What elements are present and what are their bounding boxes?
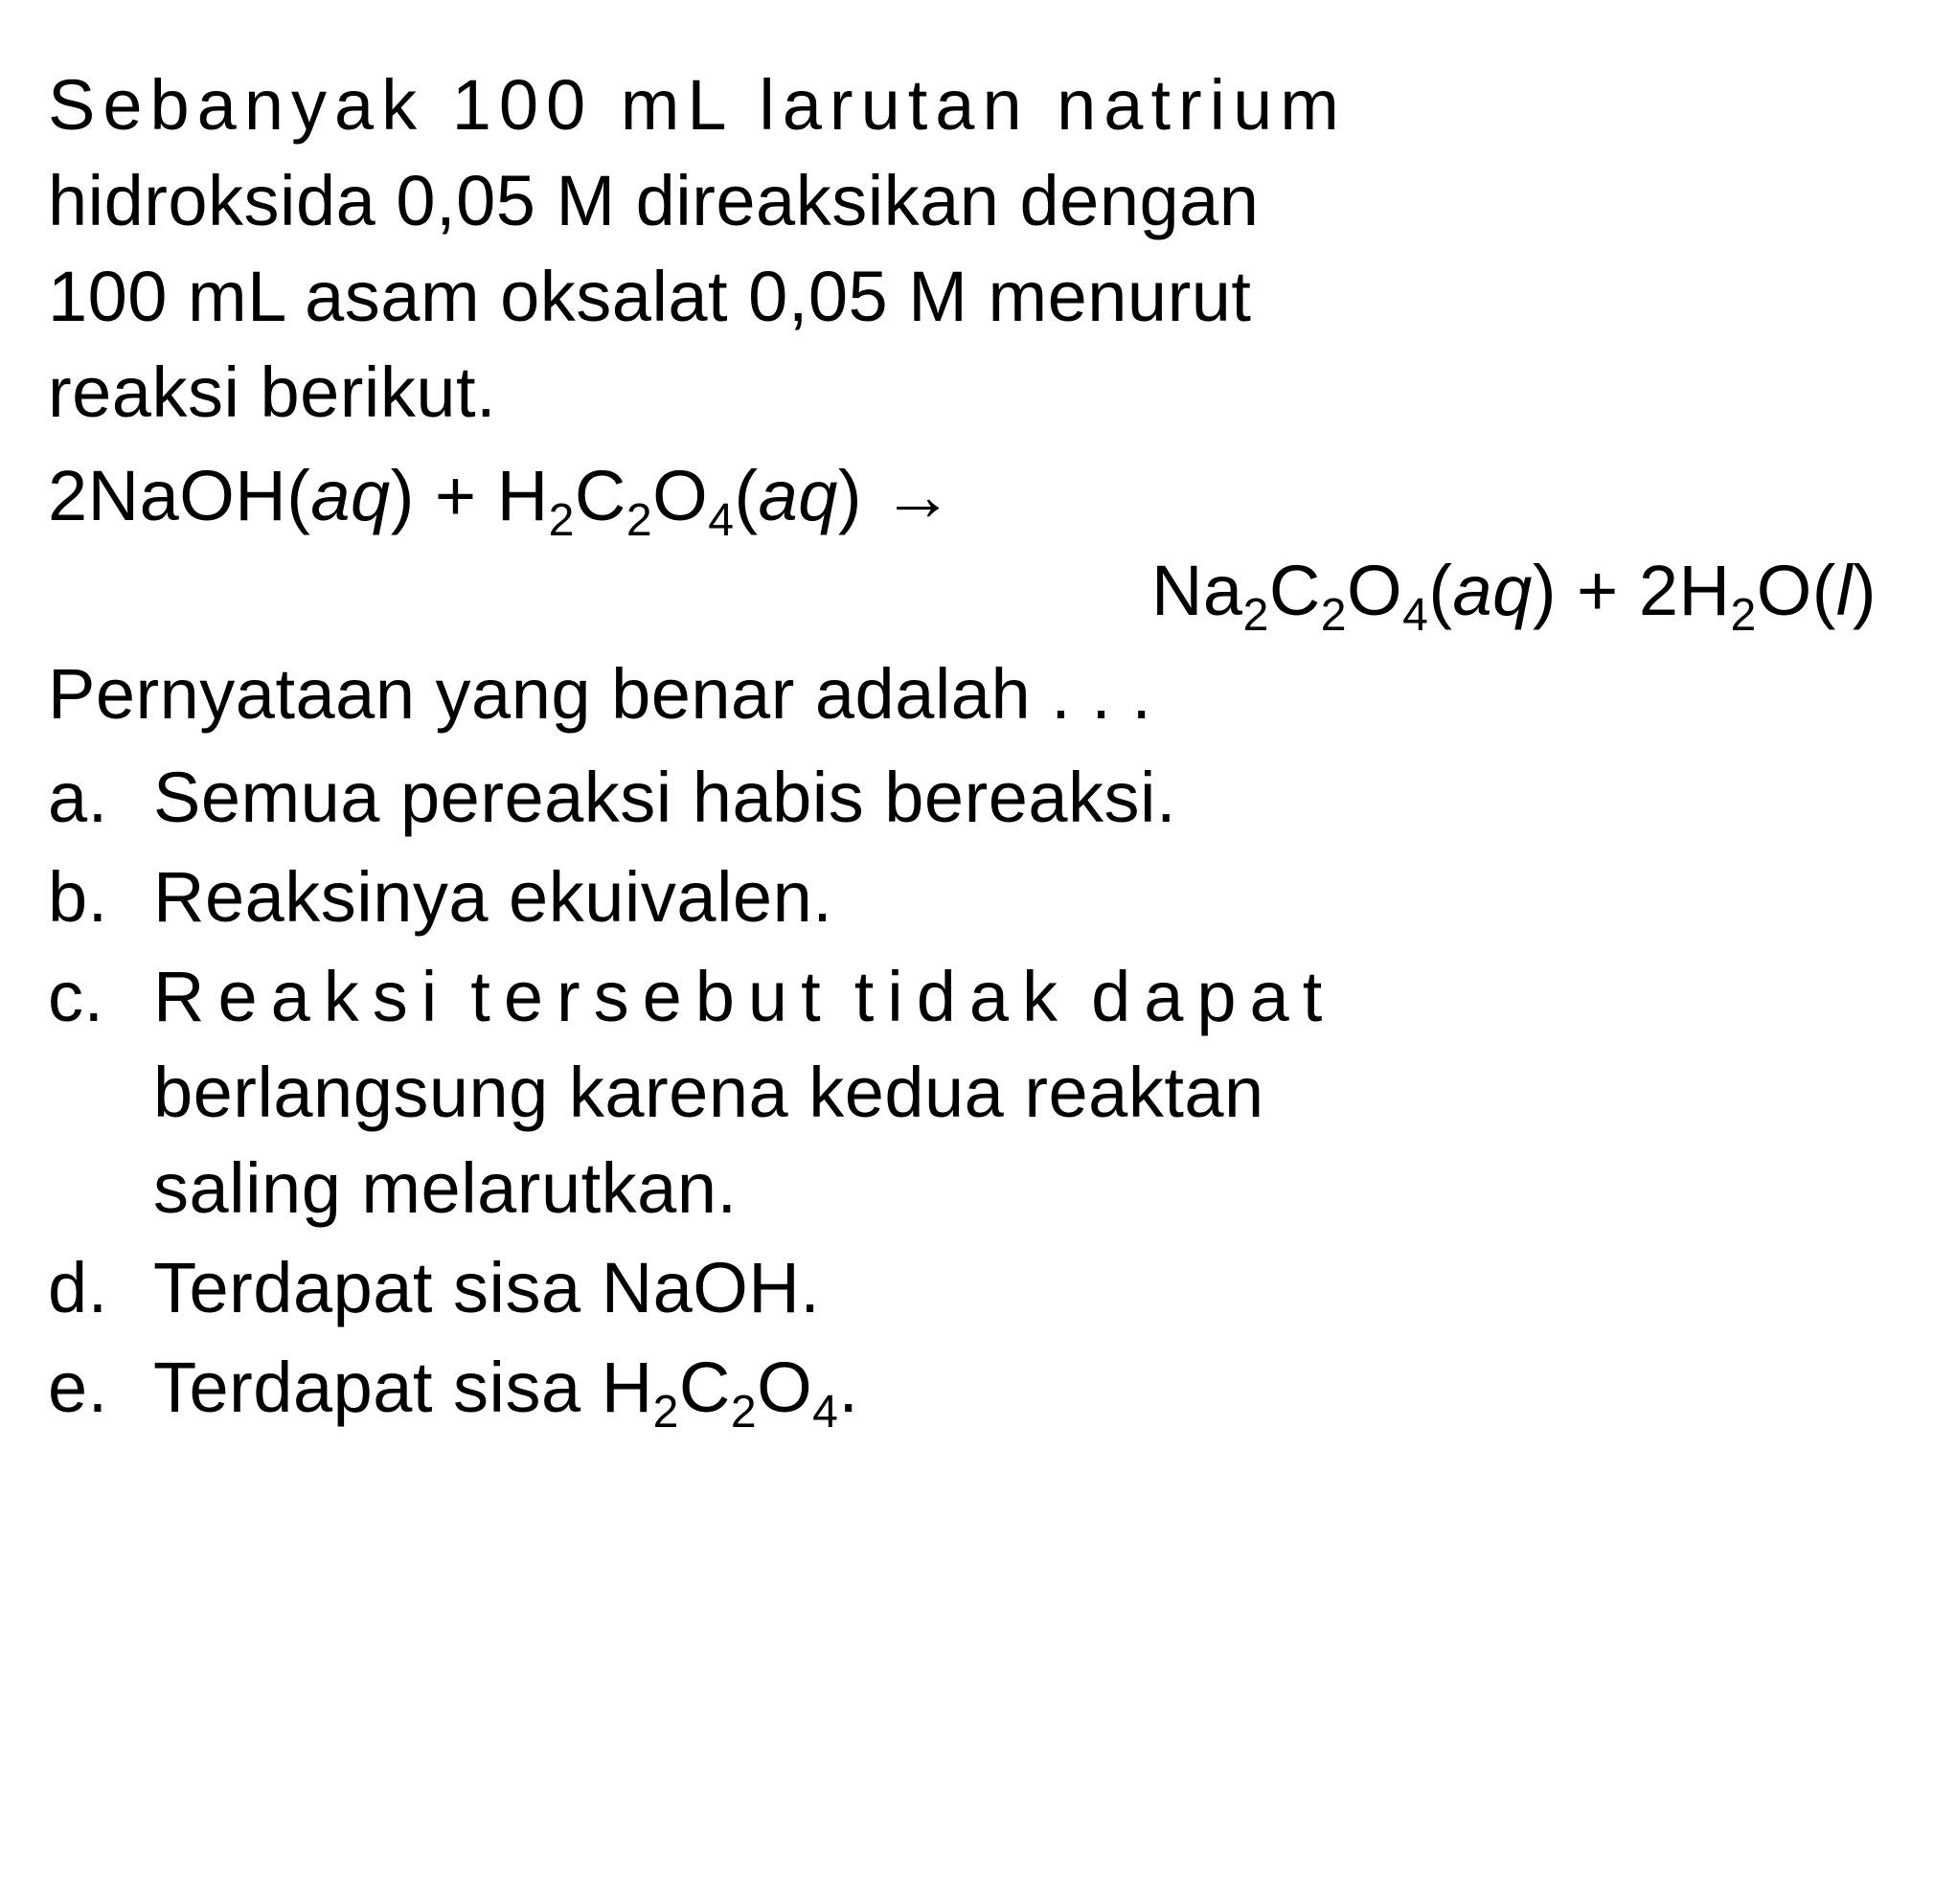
option-c: c. Reaksi tersebut tidak dapat berlangsu… [48, 949, 1886, 1236]
option-c-text: Reaksi tersebut tidak dapat berlangsung … [153, 949, 1886, 1236]
option-a-text: Semua pereaksi habis bereaksi. [153, 750, 1886, 846]
chemical-equation: 2NaOH(aq) + H2C2O4(aq) → Na2C2O4(aq) + 2… [48, 448, 1886, 640]
option-d-text: Terdapat sisa NaOH. [153, 1240, 1886, 1336]
option-e-text: Terdapat sisa H2C2O4. [153, 1340, 1886, 1436]
option-d-label: d. [48, 1240, 153, 1336]
question-prompt: Pernyataan yang benar adalah . . . [48, 646, 1886, 742]
question-line1: Sebanyak 100 mL larutan natrium [48, 65, 1347, 145]
option-b: b. Reaksinya ekuivalen. [48, 850, 1886, 945]
option-b-text: Reaksinya ekuivalen. [153, 850, 1886, 945]
option-a: a. Semua pereaksi habis bereaksi. [48, 750, 1886, 846]
question-line3: 100 mL asam oksalat 0,05 M menurut [48, 257, 1251, 336]
option-c-label: c. [48, 949, 153, 1045]
question-line4: reaksi berikut. [48, 352, 496, 432]
option-b-label: b. [48, 850, 153, 945]
question-line2: hidroksida 0,05 M direaksikan dengan [48, 161, 1259, 240]
option-e: e. Terdapat sisa H2C2O4. [48, 1340, 1886, 1436]
answer-options: a. Semua pereaksi habis bereaksi. b. Rea… [48, 750, 1886, 1435]
question-content: Sebanyak 100 mL larutan natrium hidroksi… [48, 57, 1886, 1435]
option-d: d. Terdapat sisa NaOH. [48, 1240, 1886, 1336]
equation-reactants: 2NaOH(aq) + H2C2O4(aq) → [48, 448, 1886, 544]
option-a-label: a. [48, 750, 153, 846]
equation-products: Na2C2O4(aq) + 2H2O(l) [48, 543, 1886, 639]
question-stem: Sebanyak 100 mL larutan natrium hidroksi… [48, 57, 1886, 441]
option-e-label: e. [48, 1340, 153, 1436]
